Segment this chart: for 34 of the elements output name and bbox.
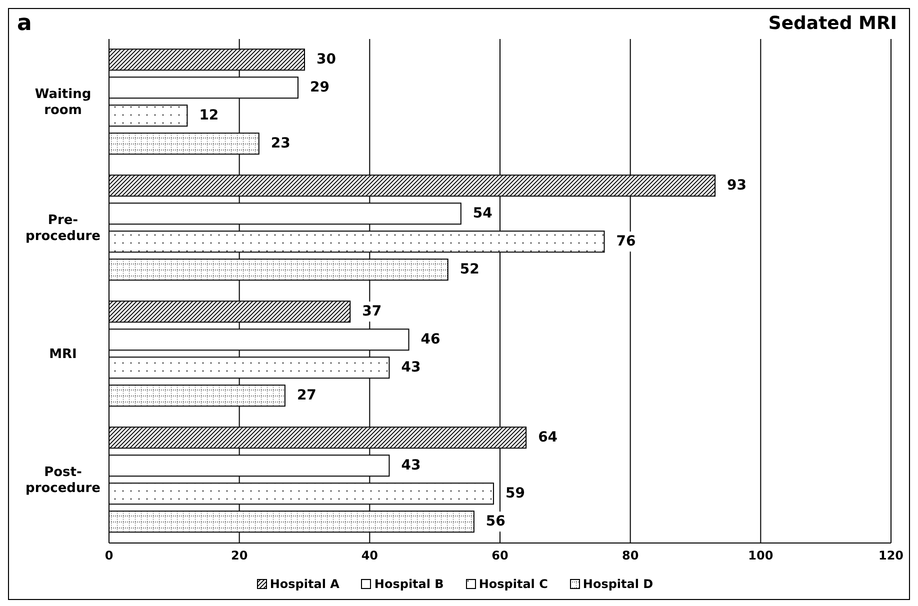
data-label: 43 bbox=[401, 458, 421, 474]
x-tick-label: 60 bbox=[492, 548, 508, 563]
data-label: 12 bbox=[199, 108, 219, 124]
data-label: 43 bbox=[401, 360, 421, 376]
data-label: 54 bbox=[472, 206, 493, 222]
data-label: 30 bbox=[316, 52, 336, 68]
y-tick-label: Pre-procedure bbox=[26, 213, 101, 244]
bar bbox=[109, 104, 188, 127]
data-label: 76 bbox=[616, 234, 636, 250]
text: a bbox=[17, 11, 32, 36]
data-label: 59 bbox=[505, 486, 525, 502]
data-label: 23 bbox=[270, 136, 290, 152]
chart-title: Sedated MRI bbox=[768, 13, 897, 34]
data-label: 29 bbox=[310, 80, 330, 96]
x-tick-label: 0 bbox=[104, 548, 114, 563]
x-tick-label: 40 bbox=[361, 548, 378, 563]
data-label: 52 bbox=[460, 262, 480, 278]
y-tick-label: Waiting room bbox=[34, 87, 92, 118]
data-label: 37 bbox=[362, 304, 382, 320]
y-tick-label: MRI bbox=[49, 347, 77, 362]
x-tick-label: 100 bbox=[748, 548, 774, 563]
data-label: 27 bbox=[296, 388, 316, 404]
data-label: 46 bbox=[420, 332, 440, 348]
data-label: 64 bbox=[538, 430, 558, 446]
x-tick-label: 20 bbox=[230, 548, 248, 563]
y-tick-label: Post-procedure bbox=[26, 465, 101, 496]
x-tick-label: 80 bbox=[622, 548, 639, 563]
legend-label: Hospital C bbox=[478, 577, 548, 591]
x-tick-label: 120 bbox=[878, 548, 904, 563]
data-label: 56 bbox=[486, 514, 506, 530]
legend-label: Hospital A bbox=[268, 577, 340, 591]
data-label: 93 bbox=[727, 178, 747, 194]
legend-label: Hospital D bbox=[582, 577, 654, 591]
legend-label: Hospital B bbox=[373, 577, 444, 591]
